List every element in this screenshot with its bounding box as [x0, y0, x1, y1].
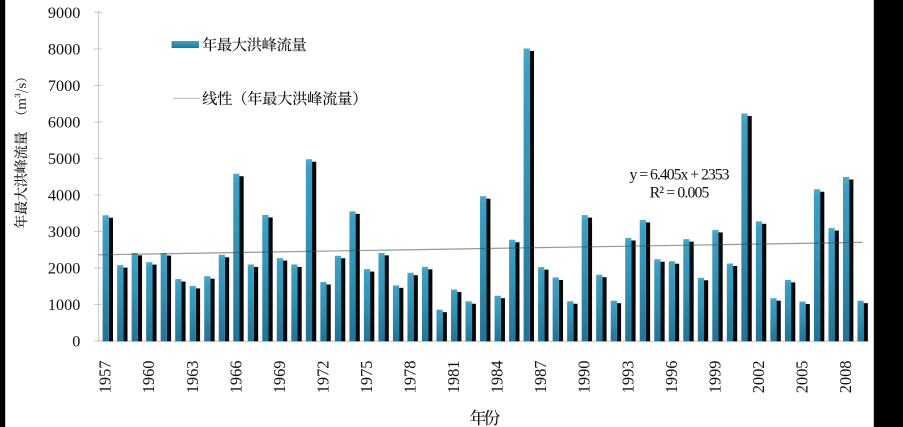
svg-text:7000: 7000 — [48, 77, 80, 95]
svg-text:9000: 9000 — [48, 4, 80, 22]
svg-text:1987: 1987 — [531, 361, 550, 394]
svg-text:1960: 1960 — [139, 361, 158, 394]
svg-text:1969: 1969 — [270, 361, 289, 394]
svg-text:2005: 2005 — [792, 361, 811, 394]
svg-text:6000: 6000 — [48, 113, 80, 131]
svg-text:5000: 5000 — [48, 150, 80, 168]
svg-text:R² = 0.005: R² = 0.005 — [650, 185, 710, 202]
svg-text:0: 0 — [72, 332, 80, 350]
svg-text:1972: 1972 — [313, 361, 332, 394]
svg-text:8000: 8000 — [48, 40, 80, 58]
svg-text:3000: 3000 — [48, 223, 80, 241]
svg-text:4000: 4000 — [48, 186, 80, 204]
svg-text:1000: 1000 — [48, 296, 80, 314]
svg-text:1984: 1984 — [488, 361, 507, 394]
svg-text:2002: 2002 — [749, 361, 768, 394]
svg-text:1981: 1981 — [444, 361, 463, 394]
svg-text:1990: 1990 — [575, 361, 594, 394]
svg-text:1975: 1975 — [357, 361, 376, 394]
svg-text:1996: 1996 — [662, 361, 681, 394]
svg-text:2008: 2008 — [836, 361, 855, 394]
svg-text:1966: 1966 — [226, 361, 245, 394]
svg-text:1978: 1978 — [401, 361, 420, 394]
svg-text:1957: 1957 — [96, 361, 115, 394]
svg-text:1993: 1993 — [618, 361, 637, 394]
svg-text:1963: 1963 — [183, 361, 202, 394]
svg-text:2000: 2000 — [48, 259, 80, 277]
svg-text:y = 6.405x + 2353: y = 6.405x + 2353 — [629, 167, 729, 184]
svg-text:1999: 1999 — [705, 361, 724, 394]
